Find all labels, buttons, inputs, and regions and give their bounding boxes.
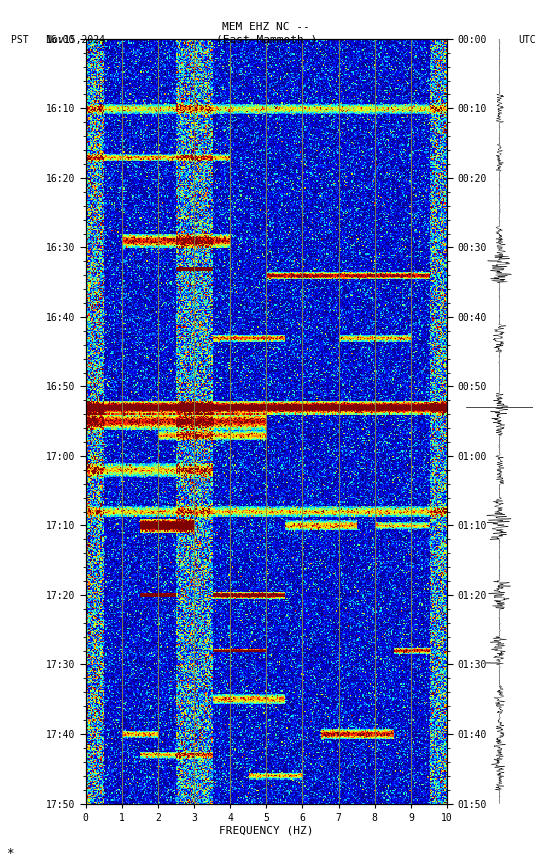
Text: UTC: UTC [518, 35, 535, 45]
Text: (East Mammoth ): (East Mammoth ) [216, 35, 317, 45]
X-axis label: FREQUENCY (HZ): FREQUENCY (HZ) [219, 825, 314, 835]
Text: *: * [6, 847, 13, 860]
Text: PST   Nov15,2024: PST Nov15,2024 [11, 35, 105, 45]
Text: MEM EHZ NC --: MEM EHZ NC -- [222, 22, 310, 32]
